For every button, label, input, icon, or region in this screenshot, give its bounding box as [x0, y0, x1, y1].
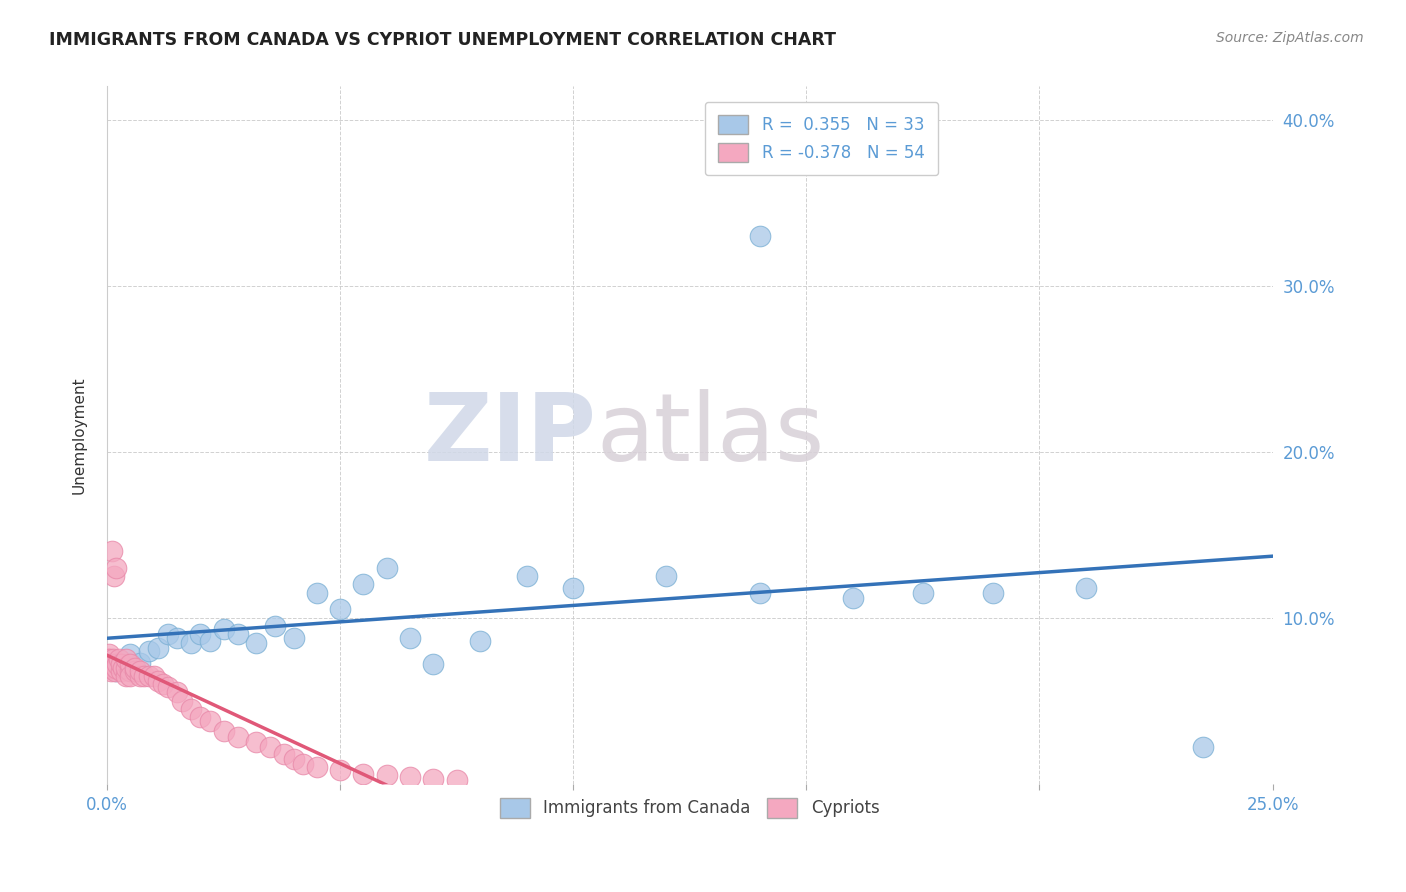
- Point: [748, 586, 770, 600]
- Point: [1191, 740, 1213, 755]
- Point: [100, 657, 122, 672]
- Point: [375, 768, 398, 782]
- Y-axis label: Unemployment: Unemployment: [72, 376, 86, 494]
- Point: [100, 660, 122, 674]
- Point: [226, 627, 249, 641]
- Point: [305, 760, 328, 774]
- Text: atlas: atlas: [596, 389, 825, 481]
- Point: [422, 772, 444, 786]
- Point: [97, 652, 120, 666]
- Point: [120, 669, 142, 683]
- Point: [98, 657, 121, 672]
- Point: [120, 664, 142, 678]
- Point: [212, 623, 235, 637]
- Point: [110, 664, 132, 678]
- Point: [114, 669, 136, 683]
- Point: [353, 766, 375, 780]
- Point: [148, 640, 170, 655]
- Point: [148, 673, 170, 688]
- Point: [105, 664, 128, 678]
- Point: [981, 586, 1004, 600]
- Point: [97, 647, 120, 661]
- Point: [245, 735, 267, 749]
- Point: [842, 591, 865, 605]
- Point: [259, 740, 281, 755]
- Point: [104, 664, 127, 678]
- Point: [114, 660, 136, 674]
- Legend: Immigrants from Canada, Cypriots: Immigrants from Canada, Cypriots: [494, 791, 886, 824]
- Point: [107, 652, 129, 666]
- Point: [180, 702, 202, 716]
- Point: [98, 660, 121, 674]
- Point: [655, 569, 678, 583]
- Point: [283, 752, 305, 766]
- Point: [170, 694, 193, 708]
- Point: [114, 652, 136, 666]
- Point: [226, 731, 249, 745]
- Point: [562, 581, 585, 595]
- Point: [105, 657, 128, 672]
- Point: [468, 634, 491, 648]
- Point: [97, 657, 120, 672]
- Point: [329, 602, 352, 616]
- Text: Source: ZipAtlas.com: Source: ZipAtlas.com: [1216, 31, 1364, 45]
- Point: [180, 635, 202, 649]
- Point: [446, 773, 468, 788]
- Point: [142, 669, 165, 683]
- Point: [329, 764, 352, 778]
- Point: [353, 577, 375, 591]
- Point: [264, 619, 287, 633]
- Point: [273, 747, 295, 761]
- Point: [399, 631, 422, 645]
- Point: [103, 660, 125, 674]
- Point: [100, 657, 122, 672]
- Point: [100, 544, 122, 558]
- Point: [103, 657, 125, 672]
- Point: [1074, 581, 1097, 595]
- Point: [100, 664, 122, 678]
- Point: [188, 710, 211, 724]
- Point: [152, 677, 174, 691]
- Point: [911, 586, 934, 600]
- Point: [103, 569, 125, 583]
- Point: [166, 685, 188, 699]
- Point: [112, 660, 135, 674]
- Point: [138, 644, 160, 658]
- Point: [399, 770, 422, 784]
- Point: [245, 635, 267, 649]
- Point: [134, 669, 156, 683]
- Point: [128, 656, 150, 670]
- Point: [212, 723, 235, 738]
- Point: [110, 654, 132, 668]
- Point: [516, 569, 538, 583]
- Point: [120, 657, 142, 672]
- Point: [98, 652, 121, 666]
- Point: [120, 647, 142, 661]
- Point: [128, 669, 150, 683]
- Point: [283, 631, 305, 645]
- Point: [166, 631, 188, 645]
- Point: [128, 664, 150, 678]
- Point: [188, 627, 211, 641]
- Point: [105, 660, 128, 674]
- Point: [748, 228, 770, 243]
- Point: [110, 657, 132, 672]
- Point: [198, 714, 221, 728]
- Point: [422, 657, 444, 672]
- Point: [156, 681, 179, 695]
- Point: [156, 627, 179, 641]
- Text: IMMIGRANTS FROM CANADA VS CYPRIOT UNEMPLOYMENT CORRELATION CHART: IMMIGRANTS FROM CANADA VS CYPRIOT UNEMPL…: [49, 31, 837, 49]
- Point: [101, 652, 124, 666]
- Point: [124, 664, 146, 678]
- Point: [198, 634, 221, 648]
- Point: [105, 561, 128, 575]
- Point: [124, 660, 146, 674]
- Point: [291, 756, 314, 771]
- Point: [138, 669, 160, 683]
- Point: [305, 586, 328, 600]
- Point: [375, 561, 398, 575]
- Text: ZIP: ZIP: [423, 389, 596, 481]
